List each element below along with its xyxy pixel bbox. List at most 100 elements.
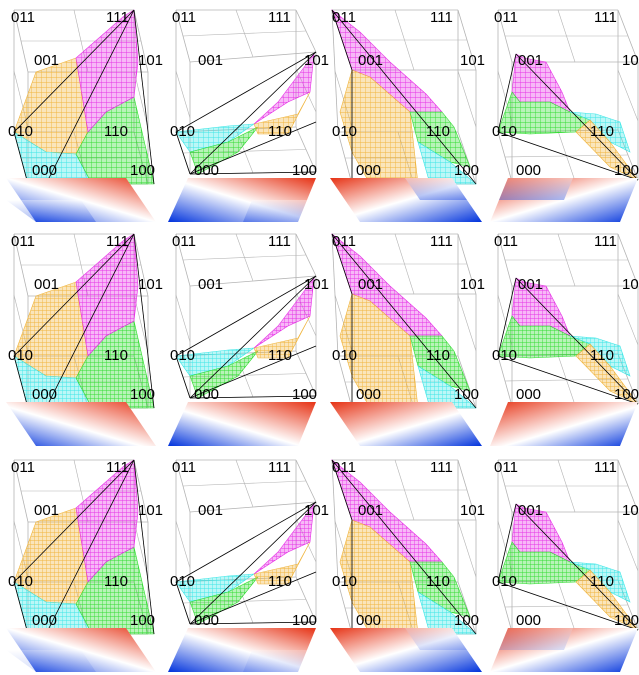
surface-outline [331,9,477,185]
vertex-label-001: 001 [198,502,223,519]
vertex-label-010: 010 [332,573,357,590]
vertex-label-111: 111 [106,459,129,476]
vertex-label-111: 111 [268,459,291,476]
vertex-label-000: 000 [194,612,219,629]
vertex-label-000: 000 [32,612,57,629]
cube-panel-r3-c4: 000 001 010 011 100 101 110 111 [492,459,639,633]
vertex-label-100: 100 [130,386,155,403]
vertex-label-001: 001 [358,52,383,69]
cube-panel-r2-c2: 000 001 010 011 100 101 110 111 [170,233,329,403]
gradient-strip-r1-c4 [490,178,638,222]
gradient-strip-r3-c4 [490,628,638,672]
surface-patches [497,277,639,405]
vertex-label-011: 011 [172,233,196,250]
vertex-label-101: 101 [460,502,485,519]
cube-panel-r3-c3: 000 001 010 011 100 101 110 111 [331,459,485,635]
vertex-label-011: 011 [172,9,196,26]
vertex-label-001: 001 [518,502,543,519]
surface-outline [13,233,155,409]
vertex-label-000: 000 [516,386,541,403]
vertex-label-010: 010 [170,347,195,364]
vertex-label-110: 110 [268,347,292,364]
surface-outline [497,503,639,631]
vertex-label-010: 010 [170,573,195,590]
vertex-label-001: 001 [34,276,59,293]
vertex-label-110: 110 [104,123,128,140]
vertex-label-111: 111 [106,9,129,26]
surface-patches [331,233,477,409]
vertex-label-000: 000 [356,162,381,179]
vertex-label-110: 110 [426,573,450,590]
gradient-strip-r1-c3 [330,178,482,222]
vertex-label-101: 101 [304,502,329,519]
vertex-label-001: 001 [358,276,383,293]
cube-panel-r2-c4: 000 001 010 011 100 101 110 111 [492,233,639,407]
gradient-strip-r1-c2 [168,178,316,222]
vertex-label-000: 000 [356,612,381,629]
surface-patches [175,502,315,625]
surface-outline [331,233,477,409]
surface-patches [13,233,155,409]
vertex-label-011: 011 [11,459,35,476]
vertex-label-010: 010 [8,347,33,364]
surface-patch-region-a [253,91,311,135]
vertex-label-011: 011 [332,9,356,26]
cube-panel-r1-c2: 000 001 010 011 100 101 110 111 [170,9,329,179]
vertex-label-111: 111 [430,9,453,26]
vertex-label-000: 000 [194,162,219,179]
vertex-label-010: 010 [332,347,357,364]
vertex-label-010: 010 [8,123,33,140]
vertex-label-110: 110 [104,573,128,590]
vertex-label-101: 101 [304,276,329,293]
vertex-label-110: 110 [268,573,292,590]
vertex-label-100: 100 [292,162,317,179]
surface-patches [175,52,315,175]
surface-outline [175,275,317,399]
vertex-label-100: 100 [614,162,639,179]
gradient-strip-r3-c1 [6,628,156,672]
surface-outline [175,501,317,625]
vertex-label-101: 101 [138,52,163,69]
vertex-label-000: 000 [32,162,57,179]
vertex-label-011: 011 [494,459,518,476]
surface-patch-region-d [253,276,315,349]
vertex-label-110: 110 [590,347,614,364]
vertex-label-101: 101 [460,276,485,293]
cube-panel-r1-c3: 000 001 010 011 100 101 110 111 [331,9,485,185]
surface-patch-region-d [75,9,139,133]
vertex-label-010: 010 [8,573,33,590]
surface-patch-region-a [575,343,639,405]
surface-patch-region-a [575,119,639,181]
vertex-label-110: 110 [268,123,292,140]
vertex-label-000: 000 [516,612,541,629]
vertex-label-110: 110 [590,573,614,590]
gradient-strip-r1-c1 [6,178,156,222]
vertex-label-100: 100 [454,162,479,179]
vertex-label-011: 011 [332,459,356,476]
vertex-label-101: 101 [304,52,329,69]
vertex-label-100: 100 [614,386,639,403]
cube-panel-r2-c1: 000 001 010 011 100 101 110 111 [8,233,163,409]
surface-outline [331,459,477,635]
surface-patch-region-a [575,569,639,631]
vertex-label-110: 110 [104,347,128,364]
vertex-label-111: 111 [106,233,129,250]
surface-outline [13,9,155,185]
vertex-label-110: 110 [426,123,450,140]
surface-patches [13,9,155,185]
surface-patch-region-a [253,541,311,585]
vertex-label-100: 100 [614,612,639,629]
vertex-label-010: 010 [332,123,357,140]
vertex-label-011: 011 [494,233,518,250]
vertex-label-001: 001 [198,52,223,69]
surface-patches [331,459,477,635]
gradient-strip-r3-c3 [330,628,482,672]
surface-patches [497,503,639,631]
vertex-label-110: 110 [590,123,614,140]
vertex-label-000: 000 [32,386,57,403]
vertex-label-101: 101 [622,52,639,69]
vertex-label-101: 101 [622,502,639,519]
vertex-label-111: 111 [430,459,453,476]
vertex-label-000: 000 [194,386,219,403]
surface-patch-region-d [75,233,139,357]
